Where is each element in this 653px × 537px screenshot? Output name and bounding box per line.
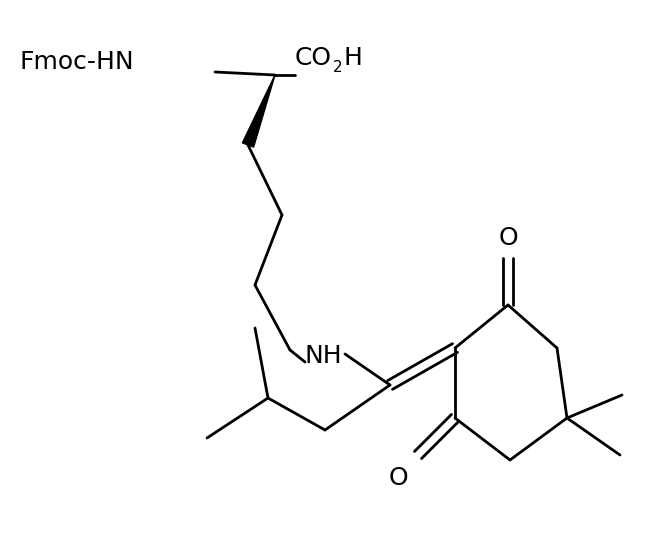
- Text: H: H: [344, 46, 363, 70]
- Text: Fmoc-HN: Fmoc-HN: [20, 50, 135, 74]
- Text: CO: CO: [295, 46, 332, 70]
- Text: O: O: [388, 466, 408, 490]
- Text: NH: NH: [304, 344, 342, 368]
- Polygon shape: [242, 75, 275, 147]
- Text: 2: 2: [333, 61, 343, 76]
- Text: O: O: [498, 226, 518, 250]
